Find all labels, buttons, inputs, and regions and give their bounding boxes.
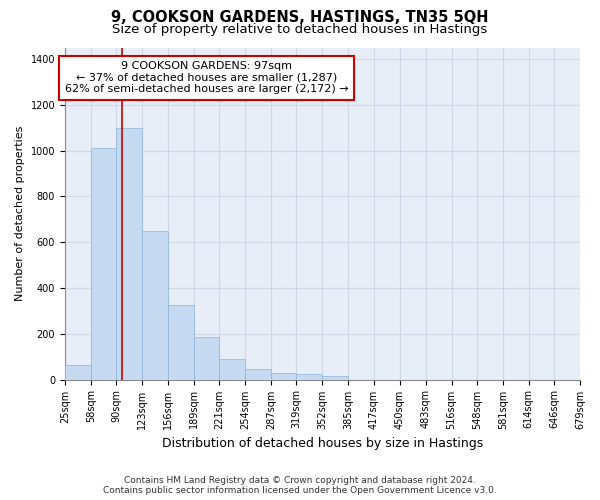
Bar	[168, 305, 194, 380]
X-axis label: Distribution of detached houses by size in Hastings: Distribution of detached houses by size …	[162, 437, 483, 450]
Text: Size of property relative to detached houses in Hastings: Size of property relative to detached ho…	[112, 22, 488, 36]
Bar	[65, 366, 91, 380]
Bar	[142, 230, 168, 380]
Text: 9 COOKSON GARDENS: 97sqm
← 37% of detached houses are smaller (1,287)
62% of sem: 9 COOKSON GARDENS: 97sqm ← 37% of detach…	[65, 61, 349, 94]
Bar	[271, 373, 296, 380]
Text: 9, COOKSON GARDENS, HASTINGS, TN35 5QH: 9, COOKSON GARDENS, HASTINGS, TN35 5QH	[111, 10, 489, 25]
Bar	[194, 337, 219, 380]
Bar	[116, 128, 142, 380]
Bar	[91, 148, 116, 380]
Bar	[322, 376, 349, 380]
Bar	[245, 369, 271, 380]
Text: Contains HM Land Registry data © Crown copyright and database right 2024.
Contai: Contains HM Land Registry data © Crown c…	[103, 476, 497, 495]
Bar	[219, 359, 245, 380]
Bar	[296, 374, 322, 380]
Y-axis label: Number of detached properties: Number of detached properties	[15, 126, 25, 301]
